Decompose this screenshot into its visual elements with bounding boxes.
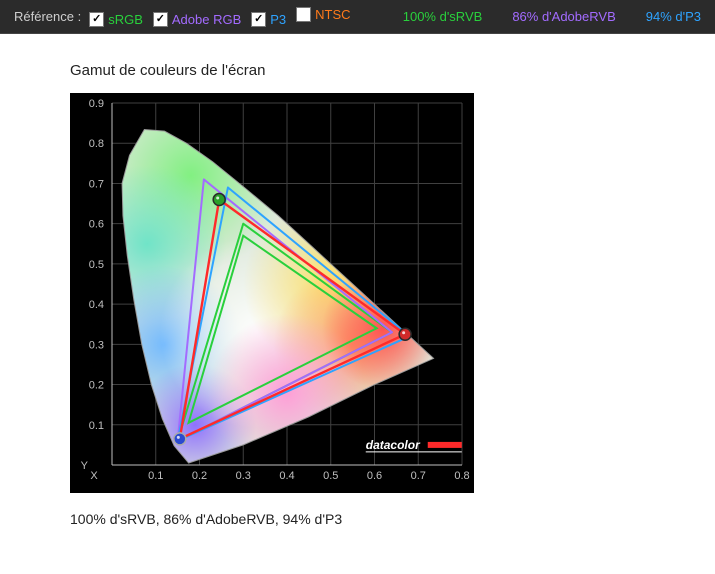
chart-caption: 100% d'sRVB, 86% d'AdobeRVB, 94% d'P3 — [70, 511, 715, 527]
svg-text:0.1: 0.1 — [148, 470, 163, 482]
gamut-chart: 0.1 0.2 0.3 0.4 0.5 0.6 0.7 0.8 0.1 0.2 0.3 0.4 0.5 0… — [70, 93, 474, 493]
checkbox-label: Adobe RGB — [172, 12, 241, 27]
reference-checkbox-p3[interactable]: ✓ P3 — [251, 12, 286, 27]
checkbox-label: sRGB — [108, 12, 143, 27]
svg-text:0.5: 0.5 — [323, 470, 338, 482]
checkbox-icon — [296, 7, 311, 22]
svg-text:0.1: 0.1 — [89, 420, 104, 432]
reference-checkbox-ntsc[interactable]: NTSC — [296, 7, 350, 22]
reference-toolbar: Référence : ✓ sRGB ✓ Adobe RGB ✓ P3 NTSC 100% … — [0, 0, 715, 34]
svg-text:0.6: 0.6 — [89, 219, 104, 231]
reference-checkbox-srgb[interactable]: ✓ sRGB — [89, 12, 143, 27]
svg-text:X: X — [90, 470, 98, 482]
coverage-value: 94% d'P3 — [646, 9, 701, 24]
svg-text:0.4: 0.4 — [89, 299, 104, 311]
coverage-value: 86% d'AdobeRVB — [512, 9, 615, 24]
svg-text:0.9: 0.9 — [89, 98, 104, 110]
svg-text:0.6: 0.6 — [367, 470, 382, 482]
svg-text:0.7: 0.7 — [89, 178, 104, 190]
coverage-value: 100% d'sRVB — [403, 9, 483, 24]
svg-text:0.8: 0.8 — [454, 470, 469, 482]
checkbox-icon: ✓ — [89, 12, 104, 27]
checkbox-label: NTSC — [315, 7, 350, 22]
reference-options: ✓ sRGB ✓ Adobe RGB ✓ P3 NTSC — [89, 7, 360, 27]
checkbox-icon: ✓ — [251, 12, 266, 27]
svg-text:0.2: 0.2 — [89, 380, 104, 392]
coverage-readouts: 100% d'sRVB 86% d'AdobeRVB 94% d'P3 — [403, 9, 701, 24]
reference-label: Référence : — [14, 9, 81, 24]
svg-text:0.5: 0.5 — [89, 259, 104, 271]
svg-text:datacolor: datacolor — [366, 438, 421, 452]
svg-text:Y: Y — [81, 460, 89, 472]
checkbox-label: P3 — [270, 12, 286, 27]
svg-text:0.4: 0.4 — [279, 470, 294, 482]
svg-text:0.3: 0.3 — [89, 339, 104, 351]
svg-text:0.3: 0.3 — [236, 470, 251, 482]
svg-text:0.8: 0.8 — [89, 138, 104, 150]
chart-title: Gamut de couleurs de l'écran — [70, 62, 715, 79]
svg-text:0.7: 0.7 — [411, 470, 426, 482]
reference-checkbox-adobergb[interactable]: ✓ Adobe RGB — [153, 12, 241, 27]
content-area: Gamut de couleurs de l'écran 0.10.20.30.… — [0, 34, 715, 537]
checkbox-icon: ✓ — [153, 12, 168, 27]
svg-text:0.2: 0.2 — [192, 470, 207, 482]
